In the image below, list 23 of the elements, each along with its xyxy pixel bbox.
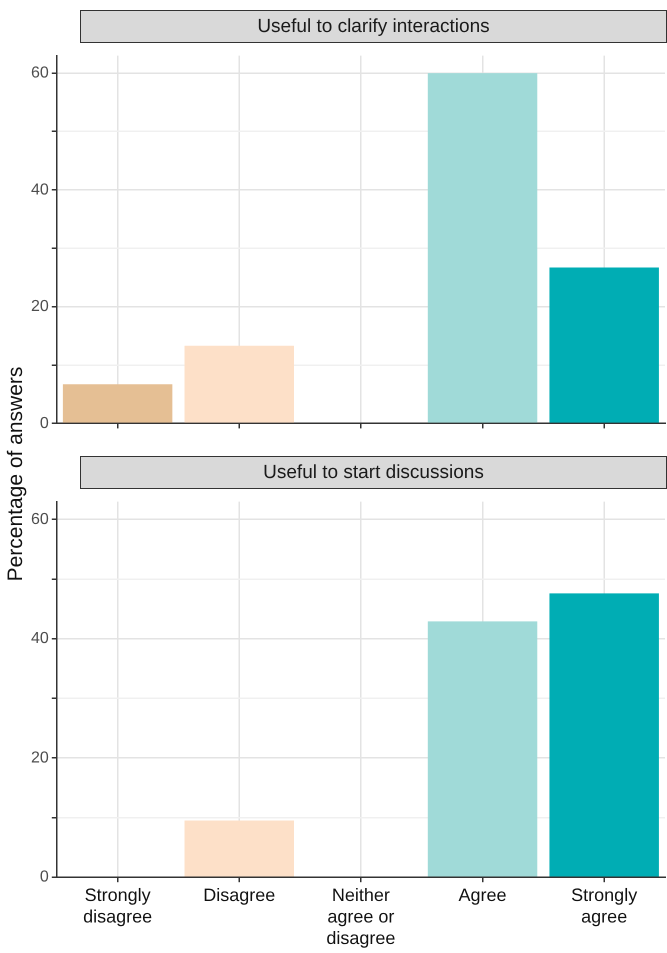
bar	[549, 593, 659, 876]
x-tick-label: Disagree	[203, 884, 276, 905]
y-tick-label: 20	[31, 298, 49, 316]
y-tick-label: 40	[31, 181, 49, 198]
y-axis-title: Percentage of answers	[4, 366, 28, 584]
bar	[184, 346, 294, 423]
x-tick-label: Strongly disagree	[83, 884, 152, 927]
bar	[62, 384, 172, 423]
y-tick-label: 60	[31, 64, 49, 82]
y-tick-label: 40	[31, 630, 49, 648]
bar	[184, 820, 294, 876]
bar	[428, 621, 538, 876]
y-tick-label: 60	[31, 510, 49, 528]
bar	[428, 73, 538, 423]
y-tick-label: 20	[31, 749, 49, 766]
x-tick-label: Agree	[458, 884, 507, 905]
y-tick-label: 0	[40, 868, 49, 886]
bar	[549, 268, 659, 423]
x-tick-label: Strongly agree	[571, 884, 638, 927]
x-tick-label: Neither agree or disagree	[326, 884, 396, 948]
y-tick-label: 0	[40, 414, 49, 432]
chart-title: Useful to clarify interactions	[80, 10, 667, 43]
chart-title: Useful to start discussions	[80, 456, 667, 489]
